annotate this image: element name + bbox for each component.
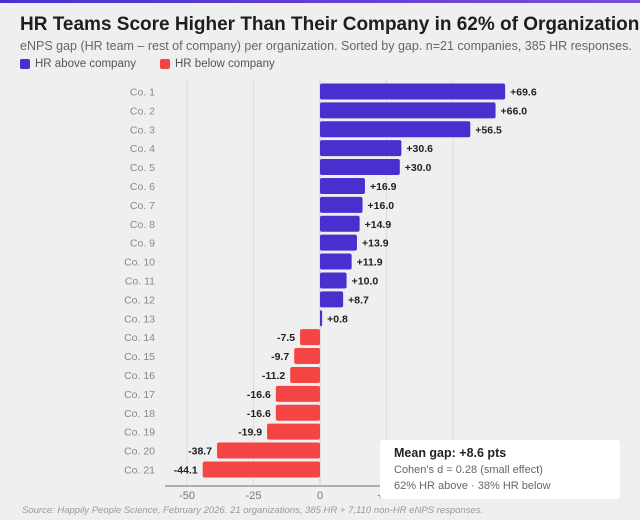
data-label: +16.0 xyxy=(368,200,395,212)
category-label: Co. 16 xyxy=(124,370,155,382)
legend-swatch-below xyxy=(160,59,170,69)
data-label: +11.9 xyxy=(357,257,383,269)
split-text: 62% HR above · 38% HR below xyxy=(394,480,551,492)
bar xyxy=(320,291,344,308)
category-label: Co. 4 xyxy=(130,143,155,155)
data-label: -19.9 xyxy=(238,427,262,439)
data-label: -16.6 xyxy=(247,408,271,420)
category-label: Co. 10 xyxy=(124,257,155,269)
data-label: -9.7 xyxy=(271,351,289,363)
data-label: +14.9 xyxy=(365,219,392,231)
bar xyxy=(320,310,323,327)
bar xyxy=(290,366,320,383)
bar xyxy=(320,140,402,157)
legend-swatch-above xyxy=(20,59,30,69)
category-label: Co. 2 xyxy=(130,105,155,117)
bar xyxy=(217,442,320,459)
data-label: -38.7 xyxy=(188,446,212,458)
category-label: Co. 8 xyxy=(130,219,155,231)
bar xyxy=(267,423,320,440)
legend-label-below: HR below company xyxy=(175,58,275,70)
bar xyxy=(320,177,365,194)
data-label: +8.7 xyxy=(348,294,369,306)
bar xyxy=(320,253,352,270)
category-label: Co. 9 xyxy=(130,238,155,250)
category-label: Co. 17 xyxy=(124,389,155,401)
legend-item-above: HR above company xyxy=(20,58,136,70)
data-label: +13.9 xyxy=(362,238,389,250)
data-label: -7.5 xyxy=(277,332,295,344)
bar xyxy=(275,385,320,402)
bar xyxy=(320,83,506,100)
data-label: +69.6 xyxy=(510,86,537,98)
data-label: -44.1 xyxy=(174,464,198,476)
category-label: Co. 11 xyxy=(125,275,155,287)
data-label: +66.0 xyxy=(501,105,528,117)
category-label: Co. 15 xyxy=(124,351,155,363)
data-label: -11.2 xyxy=(262,370,286,382)
data-label: -16.6 xyxy=(247,389,271,401)
category-label: Co. 14 xyxy=(124,332,155,344)
source-note: Source: Happily People Science, February… xyxy=(22,505,484,516)
chart-title: HR Teams Score Higher Than Their Company… xyxy=(20,14,640,35)
bar xyxy=(320,196,363,213)
top-accent-bar xyxy=(0,0,640,3)
data-label: +30.6 xyxy=(406,143,433,155)
category-label: Co. 12 xyxy=(124,294,155,306)
bar xyxy=(275,404,320,421)
category-label: Co. 19 xyxy=(124,427,155,439)
bar xyxy=(320,102,496,119)
category-label: Co. 3 xyxy=(130,124,155,136)
data-label: +16.9 xyxy=(370,181,397,193)
legend: HR above company HR below company xyxy=(20,58,275,70)
category-label: Co. 6 xyxy=(130,181,155,193)
legend-item-below: HR below company xyxy=(160,58,275,70)
category-label: Co. 13 xyxy=(124,313,155,325)
data-label: +10.0 xyxy=(352,275,379,287)
category-label: Co. 7 xyxy=(130,200,155,212)
bar xyxy=(320,159,400,176)
legend-label-above: HR above company xyxy=(35,58,136,70)
cohens-d-text: Cohen's d = 0.28 (small effect) xyxy=(394,464,543,476)
x-tick-label: 0 xyxy=(317,490,323,502)
chart-subtitle: eNPS gap (HR team – rest of company) per… xyxy=(20,39,632,53)
summary-box: Mean gap: +8.6 pts Cohen's d = 0.28 (sma… xyxy=(380,440,620,499)
category-label: Co. 5 xyxy=(130,162,155,174)
bar xyxy=(320,215,360,232)
x-tick-label: -50 xyxy=(179,490,195,502)
mean-gap-heading: Mean gap: +8.6 pts xyxy=(394,446,507,460)
bar xyxy=(294,348,320,365)
category-label: Co. 1 xyxy=(130,86,155,98)
category-label: Co. 18 xyxy=(124,408,155,420)
data-label: +0.8 xyxy=(327,313,348,325)
x-tick-label: -25 xyxy=(246,490,262,502)
bar xyxy=(320,121,471,138)
bar xyxy=(300,329,320,346)
bar xyxy=(202,461,320,478)
bar xyxy=(320,234,357,251)
bar xyxy=(320,272,347,289)
data-label: +56.5 xyxy=(475,124,502,136)
data-label: +30.0 xyxy=(405,162,432,174)
category-label: Co. 21 xyxy=(124,464,155,476)
category-label: Co. 20 xyxy=(124,446,155,458)
